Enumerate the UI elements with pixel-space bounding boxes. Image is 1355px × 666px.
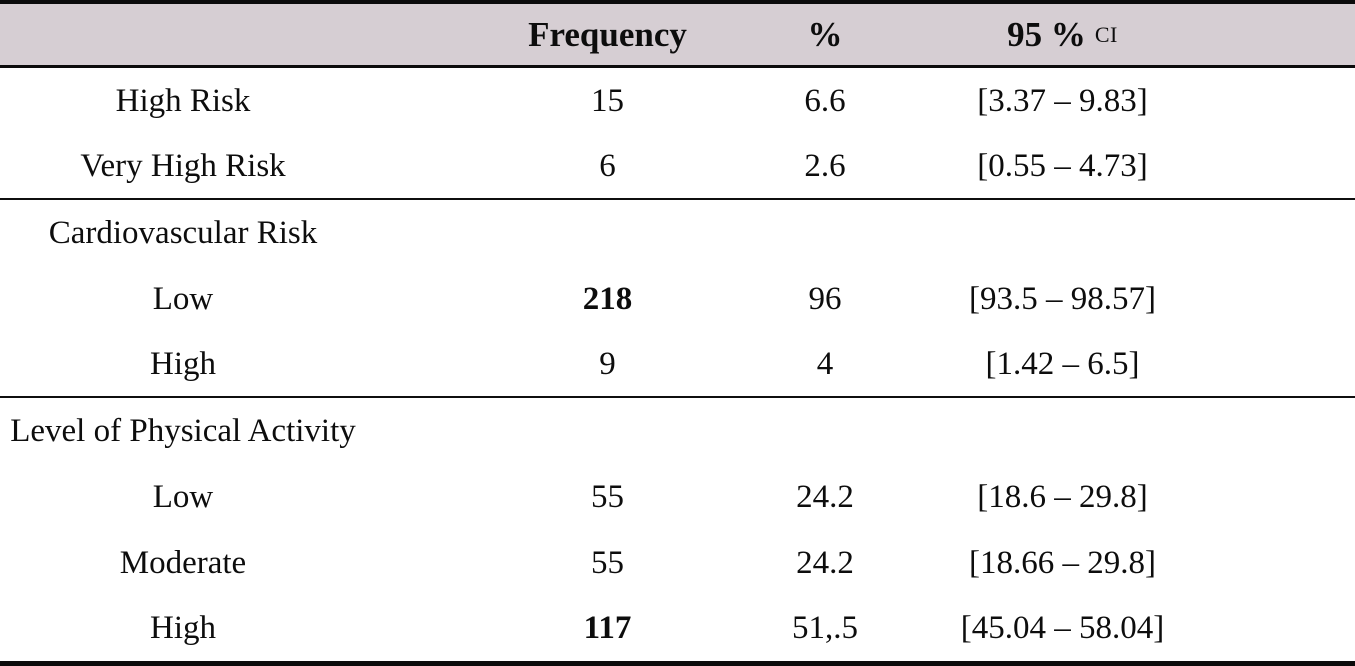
cell-frequency: 117: [583, 610, 632, 646]
cell-label: High: [150, 345, 216, 382]
cell-label: Moderate: [119, 544, 247, 581]
cell-ci: [1.42 – 6.5]: [985, 345, 1140, 382]
cell-ci: [3.37 – 9.83]: [977, 82, 1148, 119]
table-row-activity-moderate: Moderate 55 24.2 [18.66 – 29.8]: [0, 530, 1355, 596]
cell-frequency: 55: [591, 544, 624, 581]
cell-ci: [45.04 – 58.04]: [960, 610, 1165, 646]
cell-label: High: [150, 610, 216, 646]
table-row-activity-high: High 117 51,.5 [45.04 – 58.04]: [0, 596, 1355, 661]
table-row-very-high-risk: Very High Risk 6 2.6 [0.55 – 4.73]: [0, 134, 1355, 200]
cell-ci: [93.5 – 98.57]: [969, 280, 1156, 317]
cell-percent: 2.6: [804, 147, 846, 184]
cell-label: High Risk: [115, 82, 251, 119]
cell-frequency: 15: [591, 82, 624, 119]
cell-percent: 24.2: [796, 544, 854, 581]
cell-ci: [18.6 – 29.8]: [977, 478, 1148, 515]
section-label: Level of Physical Activity: [10, 412, 356, 449]
cell-percent: 6.6: [804, 82, 846, 119]
section-row-physical-activity: Level of Physical Activity: [0, 398, 1355, 464]
header-ci-abbr: CI: [1094, 21, 1118, 47]
cell-frequency: 6: [599, 147, 616, 184]
cell-frequency: 9: [599, 345, 616, 382]
table-header-row: Frequency % 95 % CI: [0, 0, 1355, 68]
cell-percent: 24.2: [796, 478, 854, 515]
header-frequency: Frequency: [528, 15, 687, 54]
cell-label: Low: [152, 280, 214, 317]
cell-ci: [18.66 – 29.8]: [969, 544, 1156, 581]
header-ci: 95 % CI: [905, 17, 1220, 52]
cell-percent: 4: [816, 345, 834, 382]
section-row-cardiovascular-risk: Cardiovascular Risk: [0, 200, 1355, 266]
header-ci-main: 95 %: [1007, 15, 1086, 54]
cell-ci: [0.55 – 4.73]: [977, 147, 1148, 184]
table-row-cardio-low: Low 218 96 [93.5 – 98.57]: [0, 266, 1355, 332]
cell-label: Very High Risk: [80, 147, 286, 184]
cell-label: Low: [152, 478, 214, 515]
cell-percent: 51,.5: [792, 610, 858, 646]
table-row-activity-low: Low 55 24.2 [18.6 – 29.8]: [0, 464, 1355, 530]
cell-frequency: 218: [582, 280, 633, 317]
table-row-high-risk: High Risk 15 6.6 [3.37 – 9.83]: [0, 68, 1355, 134]
cell-frequency: 55: [591, 478, 624, 515]
header-percent: %: [807, 15, 843, 54]
cell-percent: 96: [808, 280, 842, 317]
section-label: Cardiovascular Risk: [48, 214, 318, 251]
table-row-cardio-high: High 9 4 [1.42 – 6.5]: [0, 332, 1355, 398]
